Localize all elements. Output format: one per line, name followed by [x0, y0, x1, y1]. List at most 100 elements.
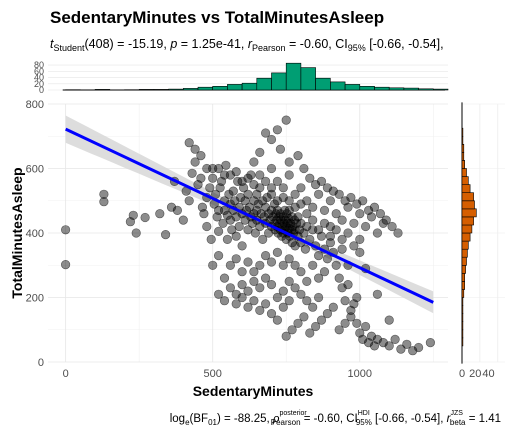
data-point — [355, 247, 365, 257]
top-hist-bar — [315, 77, 331, 91]
y-tick-label: 200 — [26, 293, 44, 305]
data-point — [255, 305, 265, 316]
right-hist-bar — [461, 297, 464, 306]
right-hist-bar — [461, 256, 467, 266]
data-point — [255, 170, 265, 180]
data-point — [266, 280, 277, 290]
data-point — [325, 238, 336, 248]
top-hist-bar — [153, 89, 169, 91]
data-point — [337, 244, 347, 254]
data-point — [314, 292, 324, 303]
data-point — [322, 254, 333, 264]
data-point — [222, 210, 232, 220]
data-point — [284, 170, 294, 180]
data-point — [243, 302, 253, 312]
data-point — [308, 260, 318, 270]
data-point — [225, 260, 235, 270]
data-point — [225, 215, 235, 225]
data-point — [219, 296, 230, 306]
data-point — [302, 296, 312, 306]
top-hist-bar — [183, 88, 199, 91]
data-point — [231, 231, 241, 241]
top-hist-tick-label: 40 — [34, 73, 44, 83]
data-point — [284, 296, 294, 306]
right-hist-bar — [461, 264, 466, 274]
data-point — [296, 289, 306, 299]
data-point — [184, 138, 194, 148]
top-hist-bar — [212, 86, 228, 91]
data-point — [249, 180, 259, 190]
data-point — [278, 302, 288, 312]
data-point — [366, 331, 377, 341]
scatter-points — [60, 115, 436, 356]
top-hist-bar — [344, 84, 361, 91]
data-point — [206, 234, 216, 244]
data-point — [316, 176, 327, 186]
data-point — [300, 244, 311, 254]
data-point — [349, 241, 359, 251]
data-point — [408, 346, 418, 356]
top-hist-bar — [168, 88, 184, 91]
data-point — [261, 128, 271, 138]
x-axis-title: SedentaryMinutes — [193, 383, 314, 399]
right-hist-tick-labels: 0 2040 — [459, 368, 495, 380]
right-hist-tick-label: 40 — [482, 368, 494, 380]
data-point — [199, 209, 209, 219]
tick-labels: 0 200 400 600 800 0 500 1000 — [26, 99, 372, 380]
data-point — [237, 176, 247, 186]
data-point — [243, 286, 253, 296]
data-point — [305, 328, 315, 338]
top-hist-tick-label: 80 — [34, 60, 44, 70]
data-point — [314, 225, 324, 235]
data-point — [190, 157, 200, 167]
data-point — [258, 234, 268, 244]
data-point — [346, 305, 356, 316]
data-point — [290, 202, 300, 212]
data-point — [231, 299, 241, 309]
data-point — [131, 228, 141, 238]
data-point — [319, 218, 330, 228]
data-point — [249, 276, 259, 287]
data-point — [361, 221, 371, 232]
data-point — [393, 228, 403, 238]
right-hist-bar — [461, 208, 477, 218]
data-point — [372, 334, 383, 345]
data-point — [214, 226, 224, 236]
data-point — [60, 260, 71, 270]
data-point — [281, 331, 291, 341]
right-marginal-histogram: 0 2040 — [459, 102, 505, 380]
right-hist-tick-label: 20 — [469, 368, 481, 380]
right-hist-bar — [461, 224, 473, 234]
chart-title: SedentaryMinutes vs TotalMinutesAsleep — [50, 8, 384, 27]
main-scatter-panel: 0 200 400 600 800 0 500 1000 — [26, 99, 448, 380]
data-point — [325, 231, 336, 241]
data-point — [372, 289, 383, 299]
data-point — [302, 221, 312, 232]
data-point — [296, 267, 306, 277]
data-point — [384, 315, 394, 325]
data-point — [190, 144, 200, 154]
data-point — [202, 221, 212, 232]
data-point — [272, 247, 283, 257]
right-hist-bar — [461, 240, 469, 250]
x-tick-label: 500 — [204, 368, 222, 380]
data-point — [334, 273, 344, 283]
data-point — [290, 189, 300, 199]
data-point — [166, 202, 177, 212]
data-point — [214, 163, 224, 174]
data-point — [296, 218, 306, 228]
top-hist-bar — [94, 89, 111, 91]
data-point — [219, 170, 230, 180]
data-point — [261, 251, 271, 261]
right-hist-bar — [461, 176, 469, 186]
data-point — [278, 260, 288, 270]
data-point — [352, 318, 362, 328]
data-point — [340, 196, 350, 206]
data-point — [266, 189, 277, 199]
data-point — [384, 341, 394, 351]
top-hist-bar — [197, 86, 213, 91]
right-hist-bar — [461, 272, 466, 282]
data-point — [364, 205, 374, 215]
data-point — [325, 196, 336, 206]
right-hist-tick-label: 0 — [459, 368, 465, 380]
